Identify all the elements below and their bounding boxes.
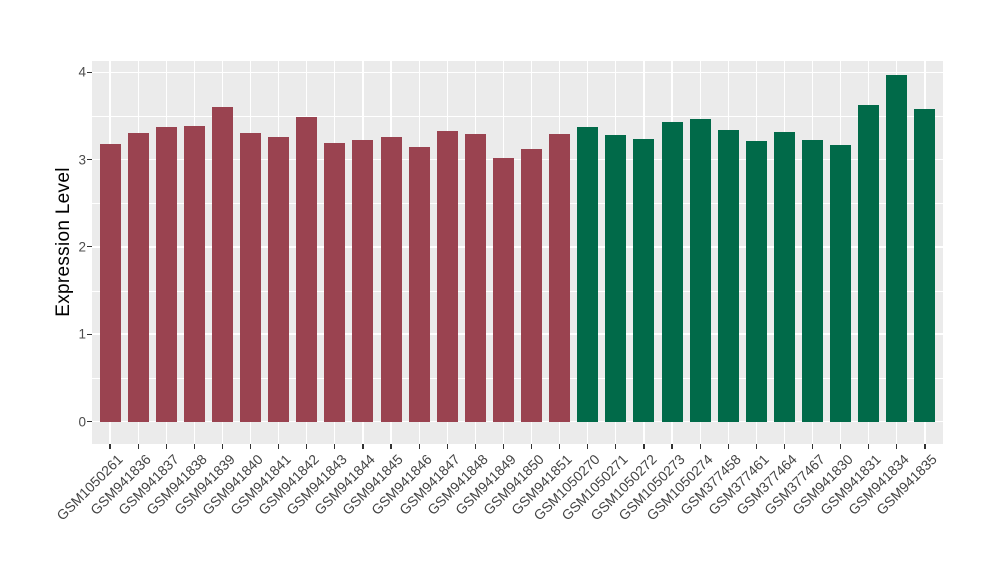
- bar-GSM377464: [773, 131, 795, 422]
- y-tick-mark: [87, 159, 92, 161]
- x-tick-mark: [924, 444, 926, 449]
- bar-GSM941851: [549, 134, 571, 422]
- minor-gridline: [92, 290, 943, 292]
- bar-GSM1050261: [99, 143, 121, 422]
- bar-GSM941839: [211, 107, 233, 422]
- bar-GSM377461: [745, 141, 767, 422]
- bar-GSM941836: [127, 132, 149, 422]
- major-gridline: [92, 246, 943, 248]
- x-tick-mark: [446, 444, 448, 449]
- x-tick-mark: [193, 444, 195, 449]
- bar-GSM941849: [492, 157, 514, 422]
- bar-GSM941830: [830, 144, 852, 422]
- y-tick-mark: [87, 420, 92, 423]
- minor-gridline: [92, 115, 943, 117]
- bar-GSM941846: [408, 146, 430, 422]
- bar-GSM941840: [240, 133, 262, 422]
- x-tick-mark: [221, 444, 224, 449]
- x-tick-mark: [868, 444, 870, 449]
- x-tick-mark: [896, 444, 898, 449]
- bar-GSM1050270: [577, 127, 599, 422]
- bar-GSM941835: [914, 108, 936, 422]
- y-tick-label: 3: [78, 152, 86, 168]
- y-tick-label: 4: [78, 64, 86, 80]
- bar-GSM1050271: [605, 135, 627, 422]
- x-tick-mark: [530, 444, 533, 449]
- bar-GSM941844: [352, 140, 374, 422]
- bar-GSM941837: [155, 127, 177, 422]
- x-tick-mark: [502, 444, 505, 449]
- bar-GSM377458: [717, 129, 739, 422]
- x-tick-mark: [699, 444, 701, 449]
- bar-GSM941848: [464, 134, 486, 422]
- x-tick-mark: [755, 444, 757, 449]
- y-tick-mark: [87, 246, 92, 248]
- y-tick-mark: [87, 71, 92, 73]
- bar-GSM1050273: [661, 122, 683, 422]
- bar-GSM941847: [436, 130, 458, 422]
- minor-gridline: [92, 203, 943, 205]
- x-tick-mark: [278, 444, 280, 449]
- major-gridline: [92, 71, 943, 74]
- x-tick-mark: [306, 444, 308, 449]
- x-tick-mark: [587, 444, 589, 449]
- bar-GSM941845: [380, 136, 402, 422]
- x-tick-mark: [811, 444, 814, 449]
- x-tick-mark: [165, 444, 167, 449]
- x-tick-mark: [559, 444, 561, 449]
- bar-GSM1050274: [689, 119, 711, 422]
- x-tick-mark: [334, 444, 336, 449]
- x-tick-mark: [249, 444, 252, 449]
- bar-GSM941841: [268, 136, 290, 422]
- x-tick-mark: [727, 444, 729, 449]
- major-gridline: [92, 420, 943, 423]
- bar-GSM941843: [324, 143, 346, 422]
- plot-panel: [92, 61, 943, 444]
- x-tick-mark: [671, 444, 673, 449]
- bar-GSM941834: [886, 74, 908, 422]
- x-tick-mark: [362, 444, 364, 449]
- x-tick-mark: [643, 444, 645, 449]
- bar-GSM377467: [802, 139, 824, 422]
- bar-GSM941838: [183, 125, 205, 422]
- y-tick-mark: [87, 333, 92, 335]
- bar-GSM941842: [296, 116, 318, 422]
- major-gridline: [92, 158, 943, 161]
- bar-GSM941850: [521, 149, 543, 422]
- x-tick-mark: [474, 444, 476, 449]
- x-tick-mark: [783, 444, 786, 449]
- x-tick-mark: [109, 444, 111, 449]
- major-gridline: [92, 333, 943, 335]
- bar-GSM1050272: [633, 138, 655, 422]
- y-tick-label: 2: [78, 239, 86, 255]
- y-tick-label: 1: [78, 326, 86, 342]
- x-tick-mark: [390, 444, 392, 449]
- y-tick-label: 0: [78, 414, 86, 429]
- bar-GSM941831: [858, 104, 880, 422]
- x-tick-mark: [615, 444, 617, 449]
- x-tick-mark: [418, 444, 420, 449]
- x-tick-mark: [137, 444, 139, 449]
- x-tick-mark: [840, 444, 842, 449]
- minor-gridline: [92, 377, 943, 379]
